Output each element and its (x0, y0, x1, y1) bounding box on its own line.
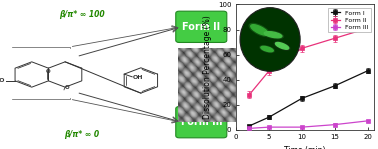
FancyBboxPatch shape (176, 107, 227, 138)
Ellipse shape (249, 24, 270, 36)
Text: O: O (64, 85, 69, 90)
Ellipse shape (276, 42, 289, 49)
Legend: Form I, Form II, Form III: Form I, Form II, Form III (328, 8, 371, 32)
Ellipse shape (260, 46, 274, 52)
Text: β/π* ∞ 100: β/π* ∞ 100 (59, 10, 104, 19)
Ellipse shape (264, 32, 282, 38)
Ellipse shape (261, 46, 273, 52)
Y-axis label: Dissolution Percentage (%): Dissolution Percentage (%) (203, 15, 212, 119)
Text: OH: OH (133, 75, 143, 80)
Text: HO: HO (0, 78, 5, 83)
Text: Form II: Form II (182, 22, 220, 32)
Text: Form III: Form III (181, 117, 222, 127)
X-axis label: Time (min): Time (min) (285, 146, 326, 149)
Text: β/π* ∞ 0: β/π* ∞ 0 (64, 130, 99, 139)
FancyBboxPatch shape (176, 11, 227, 42)
Ellipse shape (251, 25, 268, 35)
Ellipse shape (263, 31, 284, 39)
Circle shape (240, 8, 300, 71)
Text: O: O (46, 69, 51, 74)
Ellipse shape (274, 42, 290, 50)
